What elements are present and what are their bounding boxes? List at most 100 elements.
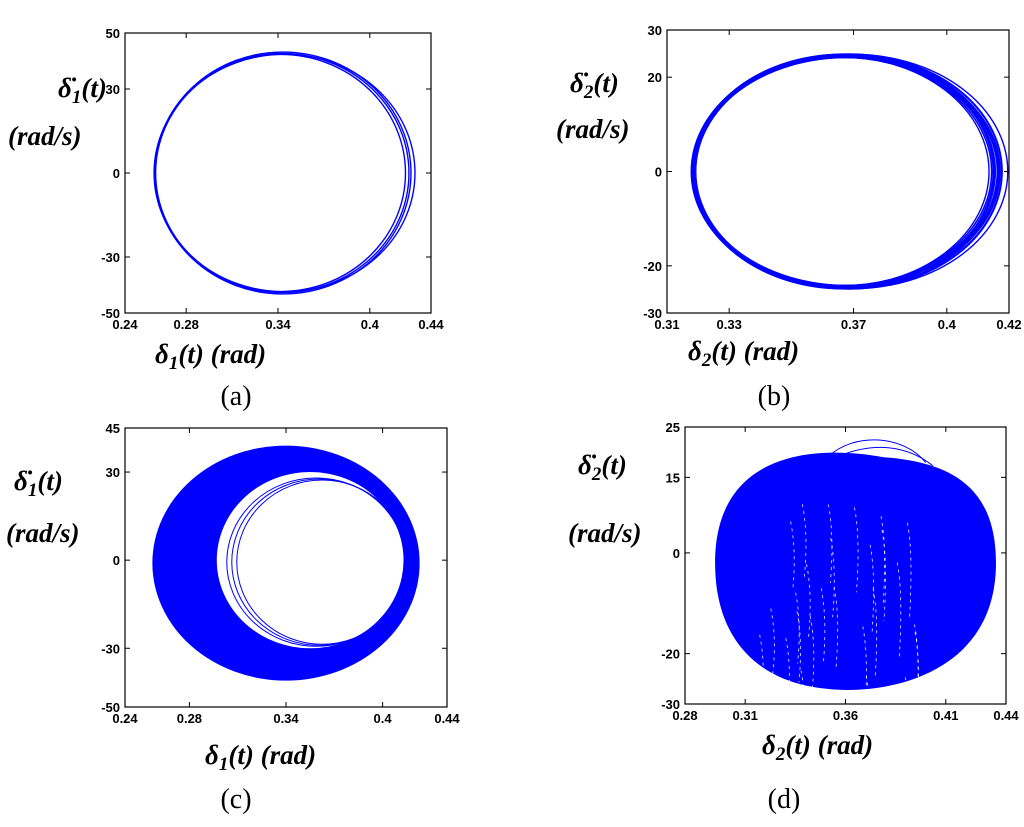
x-tick-label: 0.31	[733, 708, 758, 723]
panel-c: 0.24 0.28 0.34 0.4 0.44 45 30 0 -30 -50 δ̇1(t) (rad…	[0, 414, 512, 827]
trajectory-gap	[830, 537, 835, 618]
x-tick-label: 0.28	[174, 317, 199, 332]
x-tick-label: 0.36	[833, 708, 858, 723]
x-tick-label: 0.34	[273, 711, 299, 726]
trajectory-gap	[869, 544, 875, 634]
y-axis-label-line2: (rad/s)	[8, 121, 82, 151]
y-tick-label: -30	[101, 250, 120, 265]
trajectory-ring	[692, 55, 999, 288]
x-tick-label: 0.31	[654, 317, 679, 332]
x-tick-label: 0.34	[265, 317, 291, 332]
y-tick-label: -30	[101, 641, 120, 656]
trajectory-orbit	[827, 439, 927, 463]
trajectory-orbit	[236, 479, 409, 645]
trajectory-orbit	[841, 446, 934, 467]
trajectory-gap	[907, 522, 912, 621]
trajectory-gap	[862, 626, 867, 704]
panel-a: 0.24 0.28 0.34 0.4 0.44 50 30 0 -30 -50 δ̇1(t) (rad…	[0, 0, 512, 414]
x-tick-label: 0.4	[374, 711, 393, 726]
trajectory-gap	[872, 588, 878, 678]
trajectory-ring	[154, 53, 407, 293]
trajectory-gap	[880, 516, 886, 608]
y-tick-label: 0	[113, 166, 120, 181]
x-tick-label: 0.44	[993, 708, 1019, 723]
y-tick-label: -20	[661, 647, 680, 662]
caption-b: (b)	[757, 381, 791, 412]
plot-frame	[124, 32, 432, 314]
trajectory-orbit	[231, 478, 408, 646]
trajectory-region	[715, 452, 996, 690]
y-axis-label-line1: δ̇2(t)	[578, 450, 627, 485]
x-axis-label: δ2(t) (rad)	[762, 730, 873, 765]
trajectory-band	[152, 445, 420, 681]
y-axis-label-line1: δ̇1(t)	[58, 73, 107, 108]
x-tick-label: 0.37	[841, 317, 866, 332]
x-tick-label: 0.42	[996, 317, 1021, 332]
x-tick-label: 0.24	[112, 711, 138, 726]
panel-d: 0.28 0.31 0.36 0.41 0.44 25 15 0 -20 -30 δ̇2(t) (ra…	[512, 414, 1024, 827]
y-axis-label-line1: δ̇1(t)	[14, 466, 63, 501]
y-tick-label: 20	[648, 70, 662, 85]
trajectory-ring	[695, 53, 1009, 290]
x-tick-label: 0.4	[361, 317, 380, 332]
y-axis-label-line2: (rad/s)	[556, 114, 630, 144]
trajectory-gap	[827, 504, 833, 584]
x-tick-label: 0.4	[938, 317, 957, 332]
trajectory-gap	[854, 507, 859, 593]
trajectory-ring	[691, 53, 995, 290]
plot-area	[152, 445, 420, 681]
x-tick-label: 0.44	[418, 317, 444, 332]
chart-b: 0.31 0.33 0.37 0.4 0.42 30 20 0 -20 -30 δ̇2(t) (rad…	[556, 23, 1022, 371]
trajectory-gap	[795, 592, 800, 664]
panel-b: 0.31 0.33 0.37 0.4 0.42 30 20 0 -20 -30 δ̇2(t) (rad…	[512, 0, 1024, 414]
y-tick-label: 30	[648, 23, 662, 38]
x-axis-label: δ1(t) (rad)	[205, 740, 316, 775]
x-axis-label: δ2(t) (rad)	[688, 336, 799, 371]
x-tick-label: 0.41	[933, 708, 958, 723]
trajectory-gap	[796, 611, 801, 683]
trajectory-gap	[833, 586, 839, 667]
y-tick-label: -30	[661, 697, 680, 712]
x-tick-label: 0.28	[177, 711, 202, 726]
x-tick-label: 0.33	[717, 317, 742, 332]
chart-c: 0.24 0.28 0.34 0.4 0.44 45 30 0 -30 -50 δ̇1(t) (rad…	[6, 421, 460, 775]
y-tick-label: -50	[101, 306, 120, 321]
y-tick-label: -50	[101, 700, 120, 715]
y-axis-label-line2: (rad/s)	[6, 518, 80, 548]
y-tick-label: -30	[643, 306, 662, 321]
trajectory-gap	[759, 634, 764, 698]
trajectory-gap	[801, 504, 807, 577]
trajectory-ring	[154, 52, 410, 294]
y-tick-label: 45	[106, 421, 120, 436]
y-axis-label-line2: (rad/s)	[568, 518, 642, 548]
caption-d: (d)	[767, 784, 801, 815]
y-tick-label: 25	[666, 420, 680, 435]
plot-area	[153, 51, 416, 295]
y-tick-label: 0	[655, 165, 662, 180]
trajectory-orbit	[226, 477, 407, 647]
y-axis-label: δ̇1(t) (rad/s)	[8, 73, 107, 151]
plot-area	[715, 452, 996, 704]
plot-area	[690, 53, 1009, 290]
trajectory-gap	[904, 677, 909, 704]
caption-c: (c)	[220, 784, 252, 815]
trajectory-gap	[770, 608, 775, 674]
y-axis-label: δ̇2(t) (rad/s)	[568, 450, 642, 548]
x-tick-label: 0.28	[672, 708, 697, 723]
y-tick-label: 0	[113, 553, 120, 568]
x-tick-label: 0.24	[112, 317, 138, 332]
y-axis-label: δ̇2(t) (rad/s)	[556, 68, 630, 144]
y-axis-label-line1: δ̇2(t)	[570, 68, 619, 103]
x-axis-label: δ1(t) (rad)	[155, 339, 266, 374]
y-tick-label: 15	[666, 470, 680, 485]
plot-frame	[666, 29, 1010, 314]
caption-a: (a)	[220, 381, 252, 412]
x-tick-label: 0.44	[434, 711, 460, 726]
chart-d: 0.28 0.31 0.36 0.41 0.44 25 15 0 -20 -30 δ̇2(t) (ra…	[568, 420, 1019, 765]
y-tick-label: 30	[106, 465, 120, 480]
y-tick-label: 30	[106, 82, 120, 97]
trajectory-gap	[806, 564, 811, 638]
y-tick-label: 50	[106, 26, 120, 41]
chart-a: 0.24 0.28 0.34 0.4 0.44 50 30 0 -30 -50 δ̇1(t) (rad…	[8, 26, 444, 374]
y-tick-label: -20	[643, 259, 662, 274]
